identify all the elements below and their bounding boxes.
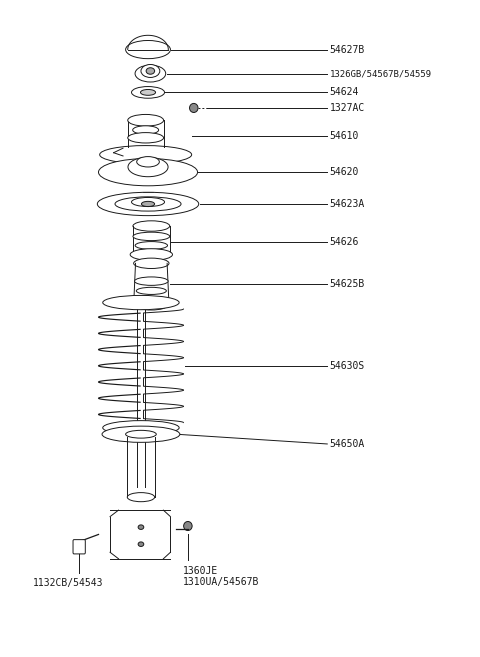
- Ellipse shape: [133, 232, 170, 240]
- Ellipse shape: [184, 522, 192, 531]
- Ellipse shape: [134, 277, 168, 285]
- Ellipse shape: [135, 242, 168, 250]
- Ellipse shape: [132, 198, 165, 206]
- Text: 1360JE: 1360JE: [183, 566, 218, 576]
- Ellipse shape: [141, 89, 156, 95]
- Ellipse shape: [127, 493, 155, 502]
- Text: 54650A: 54650A: [330, 439, 365, 449]
- Ellipse shape: [138, 542, 144, 547]
- Ellipse shape: [142, 201, 155, 206]
- Ellipse shape: [138, 525, 144, 530]
- Ellipse shape: [128, 133, 164, 143]
- Ellipse shape: [132, 87, 165, 99]
- Text: 54624: 54624: [330, 87, 359, 97]
- Ellipse shape: [128, 157, 168, 177]
- Ellipse shape: [141, 64, 160, 78]
- Ellipse shape: [103, 296, 179, 309]
- Text: 54620: 54620: [330, 167, 359, 177]
- FancyBboxPatch shape: [73, 539, 85, 554]
- Ellipse shape: [137, 156, 159, 167]
- Ellipse shape: [135, 65, 166, 82]
- Ellipse shape: [98, 158, 198, 186]
- Text: 1326GB/54567B/54559: 1326GB/54567B/54559: [330, 69, 432, 78]
- Ellipse shape: [132, 125, 158, 134]
- Ellipse shape: [128, 114, 164, 126]
- Ellipse shape: [190, 103, 198, 112]
- Text: 54623A: 54623A: [330, 199, 365, 209]
- Ellipse shape: [126, 41, 170, 58]
- Text: 54627B: 54627B: [330, 45, 365, 55]
- Ellipse shape: [136, 287, 167, 294]
- Text: 54626: 54626: [330, 237, 359, 246]
- Text: 54625B: 54625B: [330, 279, 365, 289]
- Ellipse shape: [115, 197, 181, 211]
- Ellipse shape: [97, 193, 199, 215]
- Text: 1310UA/54567B: 1310UA/54567B: [183, 578, 260, 587]
- Ellipse shape: [126, 430, 156, 438]
- Ellipse shape: [133, 221, 170, 231]
- Text: 1327AC: 1327AC: [330, 103, 365, 113]
- Ellipse shape: [103, 420, 179, 435]
- Ellipse shape: [135, 301, 167, 310]
- Ellipse shape: [146, 68, 155, 74]
- Text: 54630S: 54630S: [330, 361, 365, 371]
- Ellipse shape: [102, 426, 180, 442]
- Ellipse shape: [133, 258, 169, 269]
- Ellipse shape: [100, 146, 192, 164]
- Ellipse shape: [130, 249, 172, 260]
- Text: 54610: 54610: [330, 131, 359, 141]
- Text: 1132CB/54543: 1132CB/54543: [33, 578, 103, 588]
